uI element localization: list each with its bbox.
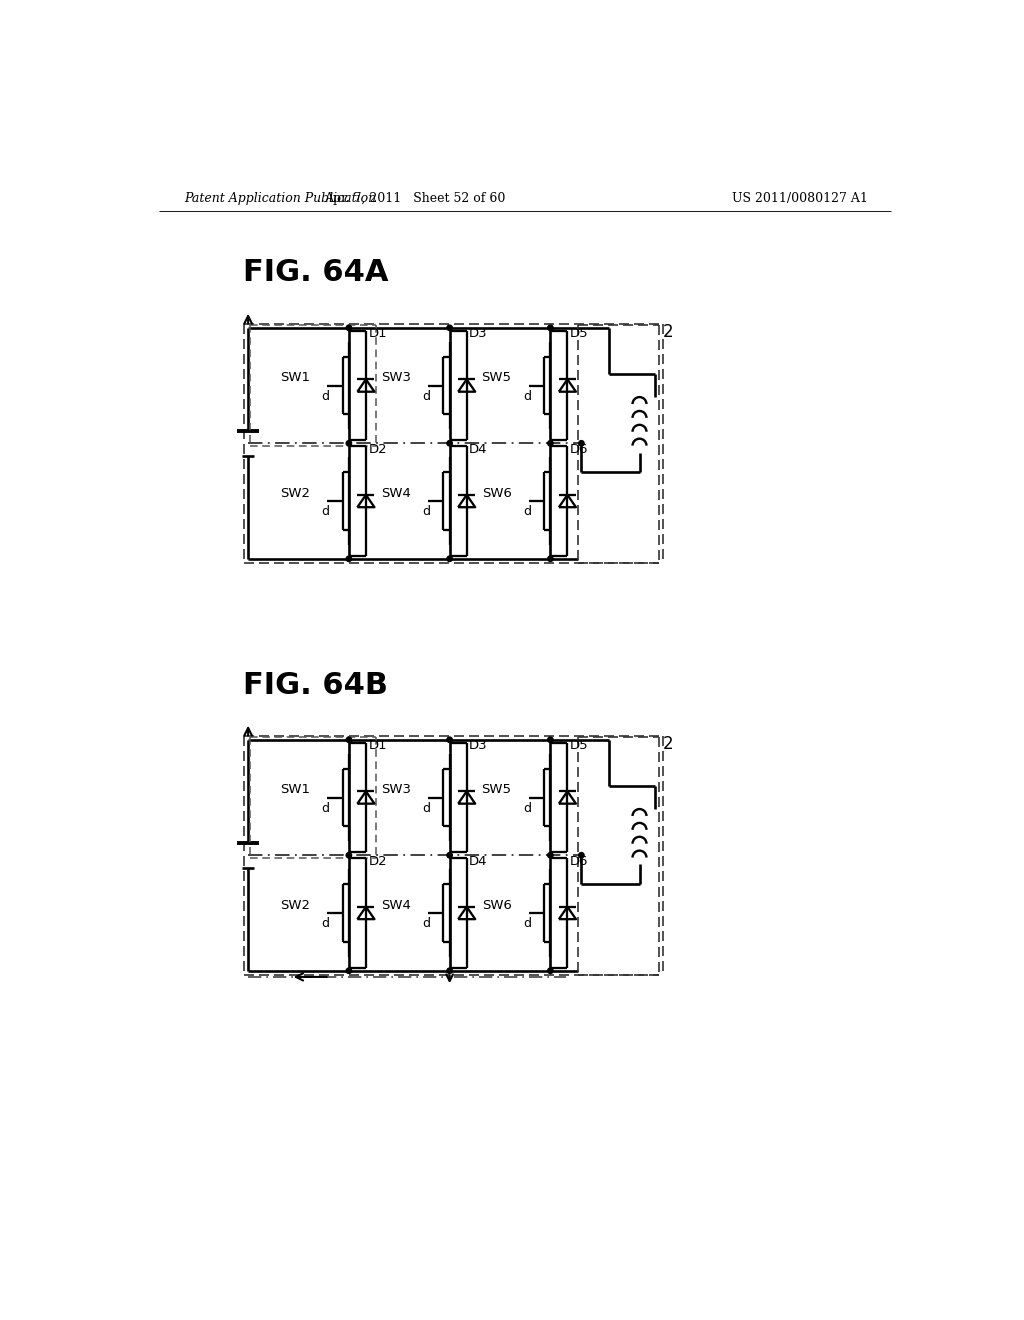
Text: SW6: SW6 xyxy=(481,487,512,500)
Text: SW3: SW3 xyxy=(381,783,411,796)
Text: 2: 2 xyxy=(663,322,674,341)
Circle shape xyxy=(346,853,351,858)
Text: Patent Application Publication: Patent Application Publication xyxy=(183,191,376,205)
Circle shape xyxy=(548,325,553,330)
Text: SW2: SW2 xyxy=(281,899,310,912)
Text: 2: 2 xyxy=(663,735,674,752)
Text: D2: D2 xyxy=(369,444,387,455)
Text: SW1: SW1 xyxy=(281,783,310,796)
Circle shape xyxy=(346,441,351,446)
Circle shape xyxy=(548,556,553,561)
Circle shape xyxy=(346,556,351,561)
Circle shape xyxy=(579,853,584,858)
Circle shape xyxy=(346,325,351,330)
Text: D3: D3 xyxy=(469,327,487,341)
Text: D3: D3 xyxy=(469,739,487,752)
Circle shape xyxy=(579,441,584,446)
Circle shape xyxy=(446,968,453,973)
Text: D1: D1 xyxy=(369,327,387,341)
Text: D1: D1 xyxy=(369,739,387,752)
Text: d: d xyxy=(422,917,430,931)
Text: d: d xyxy=(523,917,531,931)
Text: D4: D4 xyxy=(469,855,487,869)
Circle shape xyxy=(446,737,453,742)
Text: d: d xyxy=(422,506,430,519)
Text: SW2: SW2 xyxy=(281,487,310,500)
Text: US 2011/0080127 A1: US 2011/0080127 A1 xyxy=(732,191,868,205)
Circle shape xyxy=(346,737,351,742)
Text: D5: D5 xyxy=(569,739,589,752)
Text: d: d xyxy=(422,389,430,403)
Text: d: d xyxy=(523,389,531,403)
Text: SW1: SW1 xyxy=(281,371,310,384)
Text: d: d xyxy=(322,506,330,519)
Text: D2: D2 xyxy=(369,855,387,869)
Text: Apr. 7, 2011   Sheet 52 of 60: Apr. 7, 2011 Sheet 52 of 60 xyxy=(324,191,506,205)
Text: D4: D4 xyxy=(469,444,487,455)
Text: d: d xyxy=(322,389,330,403)
Text: D6: D6 xyxy=(569,855,588,869)
Circle shape xyxy=(548,853,553,858)
Circle shape xyxy=(446,441,453,446)
Text: d: d xyxy=(322,917,330,931)
Circle shape xyxy=(548,441,553,446)
Text: SW5: SW5 xyxy=(481,783,512,796)
Text: SW5: SW5 xyxy=(481,371,512,384)
Text: FIG. 64B: FIG. 64B xyxy=(243,672,388,701)
Text: SW3: SW3 xyxy=(381,371,411,384)
Circle shape xyxy=(548,737,553,742)
Text: D6: D6 xyxy=(569,444,588,455)
Text: SW4: SW4 xyxy=(381,899,411,912)
Circle shape xyxy=(446,556,453,561)
Text: d: d xyxy=(523,801,531,814)
Text: d: d xyxy=(422,801,430,814)
Circle shape xyxy=(446,325,453,330)
Text: FIG. 64A: FIG. 64A xyxy=(243,257,388,286)
Circle shape xyxy=(346,968,351,973)
Text: d: d xyxy=(523,506,531,519)
Text: SW4: SW4 xyxy=(381,487,411,500)
Text: D5: D5 xyxy=(569,327,589,341)
Circle shape xyxy=(548,968,553,973)
Text: SW6: SW6 xyxy=(481,899,512,912)
Circle shape xyxy=(446,853,453,858)
Text: d: d xyxy=(322,801,330,814)
